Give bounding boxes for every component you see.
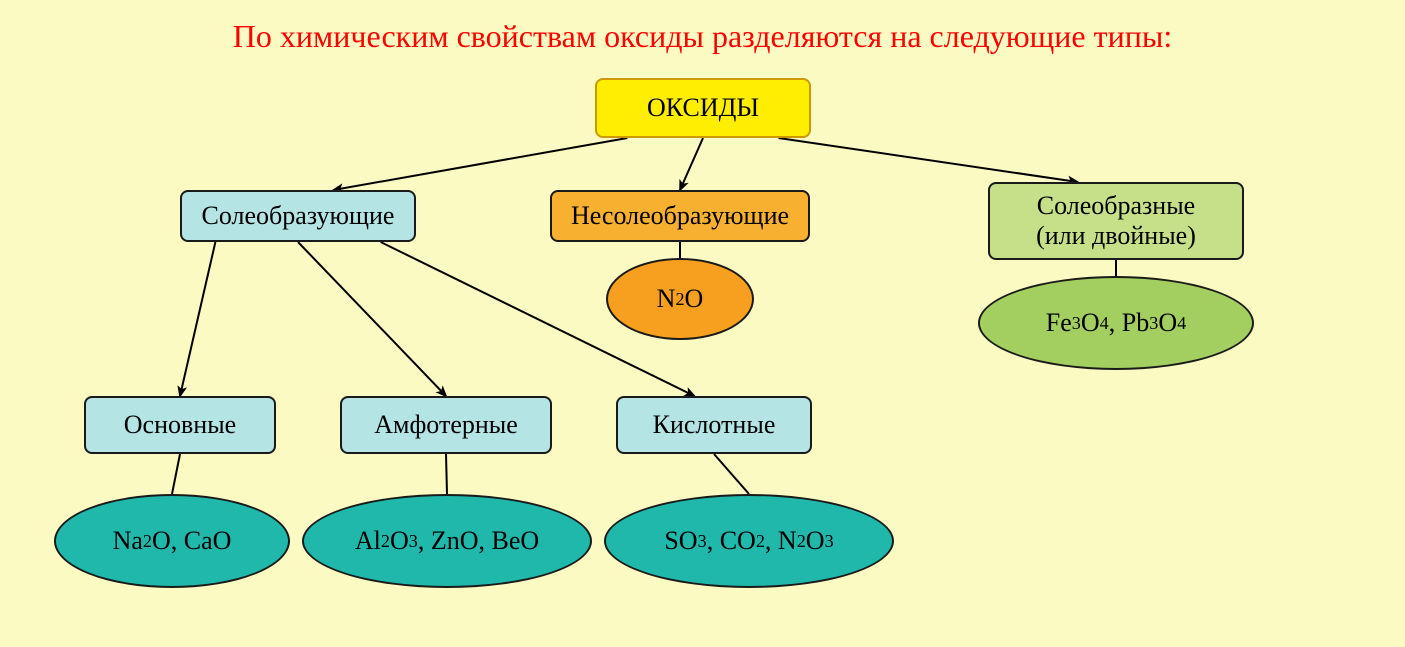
node-root: ОКСИДЫ xyxy=(595,78,811,138)
node-double: Солеобразные(или двойные) xyxy=(988,182,1244,260)
node-basic: Основные xyxy=(84,396,276,454)
node-nonsalt: Несолеобразующие xyxy=(550,190,810,242)
node-acid: Кислотные xyxy=(616,396,812,454)
node-fepb: Fe3O4, Pb3O4 xyxy=(978,276,1254,370)
diagram-title: По химическим свойствам оксиды разделяют… xyxy=(0,18,1405,55)
node-n2o: N2O xyxy=(606,258,754,340)
node-ex2: Al2O3, ZnO, BeO xyxy=(302,494,592,588)
node-ampho: Амфотерные xyxy=(340,396,552,454)
node-salt: Солеобразующие xyxy=(180,190,416,242)
node-ex3: SO3, CO2, N2O3 xyxy=(604,494,894,588)
node-ex1: Na2O, CaO xyxy=(54,494,290,588)
